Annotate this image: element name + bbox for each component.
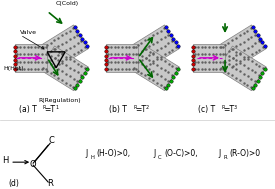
Text: R: R xyxy=(47,179,53,187)
Text: Valve: Valve xyxy=(20,30,37,35)
Text: C: C xyxy=(48,136,54,145)
Text: J: J xyxy=(218,149,220,158)
Text: (R-O)>0: (R-O)>0 xyxy=(229,149,260,158)
Text: =T: =T xyxy=(223,105,234,115)
Text: 2: 2 xyxy=(146,105,149,111)
Text: R: R xyxy=(42,105,46,111)
Polygon shape xyxy=(218,25,266,70)
Polygon shape xyxy=(218,46,266,91)
Text: (O-C)>0,: (O-C)>0, xyxy=(164,149,198,158)
Text: C: C xyxy=(158,155,162,160)
Text: 1: 1 xyxy=(55,105,58,111)
Text: (d): (d) xyxy=(9,179,20,187)
Text: H: H xyxy=(2,156,8,165)
Text: =T: =T xyxy=(135,105,146,115)
Polygon shape xyxy=(106,44,138,72)
Text: R(Regulation): R(Regulation) xyxy=(39,98,81,103)
Polygon shape xyxy=(193,44,225,72)
Polygon shape xyxy=(40,25,89,70)
Text: =T: =T xyxy=(44,105,55,115)
Polygon shape xyxy=(131,46,179,91)
Text: R: R xyxy=(223,155,227,160)
Text: 3: 3 xyxy=(234,105,237,111)
Text: J: J xyxy=(153,149,155,158)
Text: H(Hot): H(Hot) xyxy=(3,66,24,71)
Text: O: O xyxy=(30,160,37,169)
Text: R: R xyxy=(133,105,136,111)
Text: H: H xyxy=(90,155,94,160)
Text: (H-O)>0,: (H-O)>0, xyxy=(96,149,130,158)
Text: (c) T: (c) T xyxy=(199,105,216,115)
Text: R: R xyxy=(221,105,224,111)
Text: J: J xyxy=(85,149,87,158)
Polygon shape xyxy=(40,46,89,91)
Polygon shape xyxy=(131,25,179,70)
Text: (b) T: (b) T xyxy=(109,105,127,115)
Text: (a) T: (a) T xyxy=(19,105,37,115)
Polygon shape xyxy=(15,44,47,72)
Text: C(Cold): C(Cold) xyxy=(56,1,79,6)
